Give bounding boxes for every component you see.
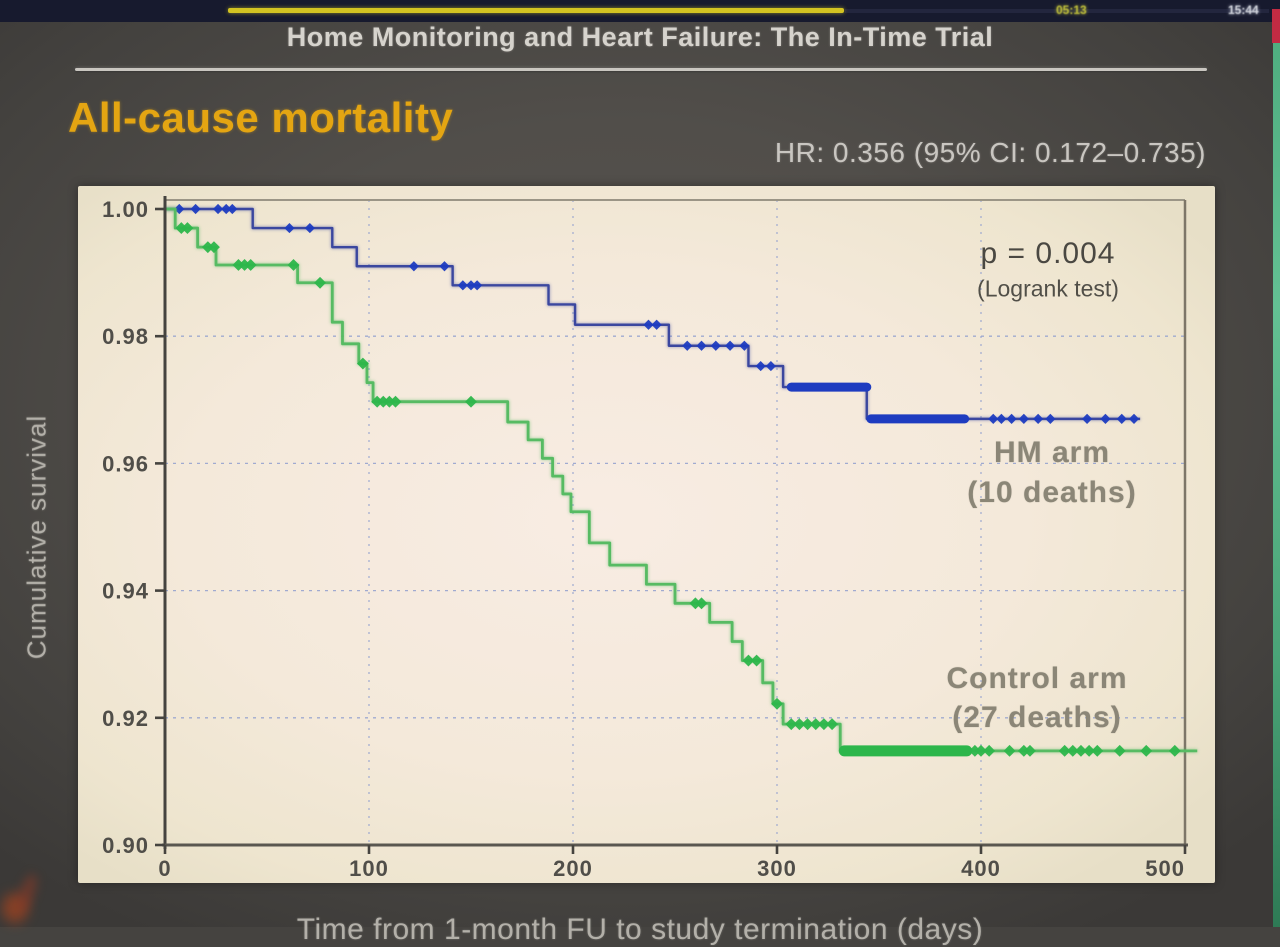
Control arm-censor-mark [1113,744,1126,757]
y-axis-title: Cumulative survival [21,414,52,660]
HM arm-censor-mark [1116,413,1127,424]
Control arm-censor-mark [314,276,326,289]
Control arm-censor-mark [1066,744,1079,757]
HM arm-censor-mark [190,203,201,215]
HM arm-censor-mark [1128,413,1140,424]
HM arm-censor-mark [1006,413,1017,424]
control-arm-deaths-label: (27 deaths) [952,701,1122,734]
slide-title: Home Monitoring and Heart Failure: The I… [286,22,994,52]
logrank-annotation: (Logrank test) [977,275,1119,302]
Control arm-censor-mark [1075,744,1087,757]
Control arm-censor-mark [750,654,763,667]
Control arm-censor-mark [1058,744,1071,757]
y-tick-label: 0.98 [102,324,149,349]
HM arm-censor-mark [996,413,1007,424]
HM arm-censor-mark [651,319,662,330]
HM arm-censor-mark [439,261,450,272]
Control arm-censor-mark [826,718,839,731]
x-tick-label: 400 [961,856,1001,881]
Control arm-censor-mark [1168,744,1181,757]
HM arm-curve [165,207,1141,421]
HM arm-censor-mark [765,361,776,372]
y-tick-label: 1.00 [102,197,149,222]
km-chart-panel: 1.00 0.98 0.96 0.94 0.92 0.90 0 100 200 300 400 500… [78,186,1215,883]
Control arm-censor-mark [1140,744,1153,757]
Control arm-censor-mark [771,697,783,710]
HM arm-censor-mark [696,340,707,351]
Control arm-censor-mark [208,241,220,254]
x-tick-label: 100 [349,856,389,881]
control-arm-label: Control arm [946,662,1128,695]
Control arm-censor-mark [968,744,981,757]
HM arm-censor-mark [304,222,315,234]
Control arm-censor-mark [244,259,257,271]
HM arm-censor-mark [227,203,238,215]
video-player-bar: 05:13 15:44 [0,0,1280,22]
HM arm-censor-mark [1081,413,1093,424]
HM arm-censor-mark [1045,413,1056,424]
video-elapsed-time: 05:13 [1056,3,1087,17]
Control arm-censor-mark [465,395,477,408]
Control arm-censor-mark [389,395,402,408]
clock-time: 15:44 [1228,3,1259,17]
x-tick-label: 300 [757,856,797,881]
HM arm-censor-mark [1018,413,1029,424]
HM arm-censor-mark [284,222,295,234]
y-tick-label: 0.90 [102,833,149,858]
Control arm-censor-mark [201,241,214,254]
Control arm-censor-mark [181,222,194,235]
HM arm-censor-mark [1100,413,1111,424]
HM arm-censor-mark [682,340,693,351]
p-value-annotation: p = 0.004 [980,237,1116,270]
x-tick-label: 500 [1145,856,1185,881]
Control arm-censor-mark [983,744,996,757]
HM arm-censor-mark [710,340,721,351]
y-tick-label: 0.94 [102,579,149,604]
hm-arm-label: HM arm [993,436,1111,469]
km-chart: 1.00 0.98 0.96 0.94 0.92 0.90 0 100 200 300 400 500 [102,196,1198,881]
HM arm-censor-mark [1033,413,1044,424]
x-axis-title: Time from 1-month FU to study terminatio… [296,913,984,946]
video-progress-track[interactable] [845,9,1269,13]
y-tick-label: 0.96 [102,451,149,476]
Control arm-censor-mark [1083,744,1096,757]
slide: Home Monitoring and Heart Failure: The I… [0,22,1280,946]
Control arm-censor-mark [1091,744,1104,757]
Control arm-censor-mark [801,718,814,731]
hm-arm-deaths-label: (10 deaths) [967,476,1137,509]
Control arm-censor-mark [1024,744,1036,757]
y-tick-label: 0.92 [102,706,149,731]
Control arm-censor-mark [1003,744,1016,757]
screen-right-edge-red [1272,9,1280,43]
Control arm-censor-mark [695,597,708,610]
HM arm-censor-mark [724,340,736,351]
HM arm-censor-mark [755,361,766,372]
Control arm-censor-mark [1017,744,1030,757]
hazard-ratio-text: HR: 0.356 (95% CI: 0.172–0.735) [774,137,1206,168]
HM arm-censor-mark [472,280,483,291]
HM arm-censor-mark [408,261,419,272]
screen-right-edge-glow [1273,40,1280,927]
x-tick-label: 0 [158,856,171,881]
video-progress-fill[interactable] [228,8,844,13]
page-title: All-cause mortality [68,94,454,141]
title-divider [75,68,1207,71]
x-tick-label: 200 [553,856,593,881]
Control arm-censor-mark [975,744,987,757]
